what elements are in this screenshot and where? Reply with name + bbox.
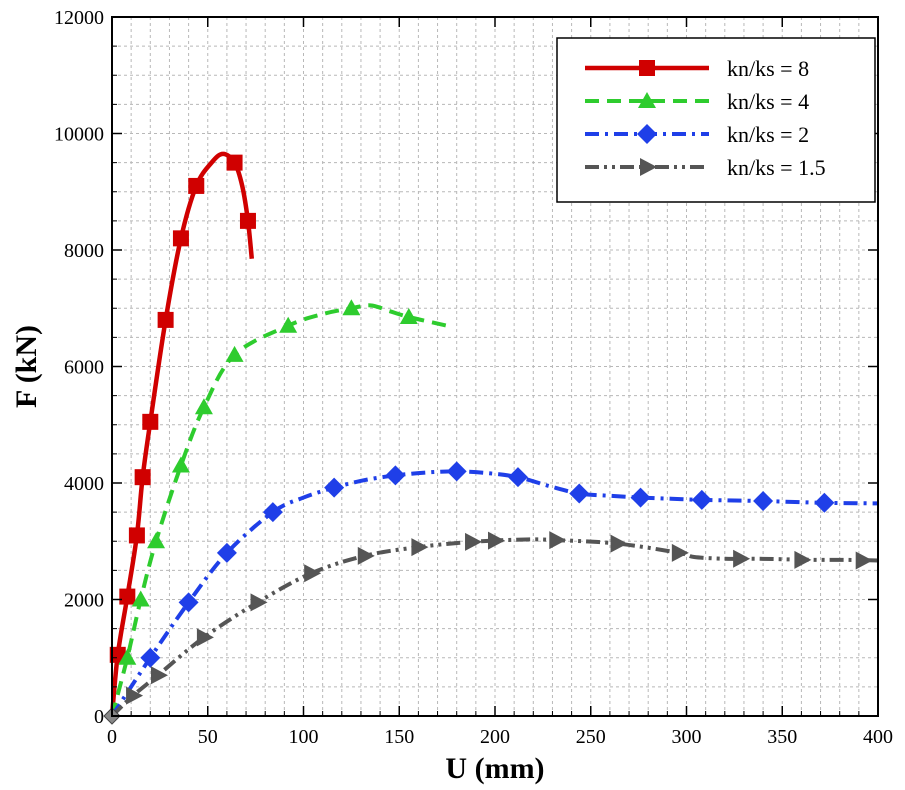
data-point: [140, 647, 161, 668]
data-point: [150, 666, 168, 685]
series-3: [103, 531, 879, 725]
data-point: [411, 538, 429, 557]
data-point: [196, 628, 214, 647]
data-point: [549, 531, 567, 550]
series-line: [109, 151, 255, 717]
y-tick-label: 6000: [64, 357, 104, 379]
data-point: [131, 590, 150, 607]
legend-swatch-marker: [637, 124, 657, 144]
data-point: [488, 531, 505, 550]
x-tick-label: 250: [576, 726, 606, 748]
data-point: [507, 467, 528, 488]
x-tick-label: 350: [767, 726, 797, 748]
legend-entry-2: kn/ks = 2: [585, 122, 809, 147]
series-2: [110, 461, 879, 718]
data-point: [171, 456, 190, 473]
legend-label: kn/ks = 1.5: [727, 155, 826, 180]
y-tick-label: 4000: [64, 473, 104, 495]
y-tick-label: 10000: [54, 124, 104, 146]
series-line: [110, 469, 879, 718]
legend-label: kn/ks = 4: [727, 89, 809, 114]
y-tick-label: 0: [94, 706, 104, 728]
grid: [112, 17, 878, 716]
data-point: [324, 477, 345, 498]
data-point: [262, 502, 283, 523]
series-1: [110, 299, 448, 717]
data-point: [188, 177, 205, 194]
data-point: [342, 299, 361, 316]
legend-box: [556, 37, 876, 203]
data-point: [465, 532, 483, 551]
data-point: [855, 551, 873, 570]
x-tick-label: 300: [672, 726, 702, 748]
data-point: [226, 154, 243, 171]
series-0: [109, 151, 256, 717]
legend-swatch-marker: [639, 60, 655, 76]
legend-entry-0: kn/ks = 8: [585, 56, 809, 81]
legend: kn/ks = 8 kn/ks = 4 kn/ks = 2 kn/ks = 1.5: [556, 37, 876, 203]
legend-label: kn/ks = 8: [727, 56, 809, 81]
data-point: [357, 546, 375, 565]
data-point: [142, 413, 159, 430]
data-point: [733, 549, 751, 568]
x-tick-label: 200: [480, 726, 510, 748]
y-tick-label: 12000: [54, 7, 104, 29]
legend-entry-3: kn/ks = 1.5: [585, 155, 826, 180]
data-point: [239, 212, 256, 229]
data-point: [216, 542, 237, 563]
data-point: [814, 492, 835, 513]
y-axis-title: F (kN): [10, 325, 43, 408]
legend-swatch-marker: [640, 158, 657, 176]
legend-entry-1: kn/ks = 4: [585, 89, 809, 114]
data-point: [569, 483, 590, 504]
data-point: [630, 487, 651, 508]
data-point: [172, 230, 189, 247]
legend-label: kn/ks = 2: [727, 122, 809, 147]
x-tick-label: 100: [289, 726, 319, 748]
data-point: [157, 311, 174, 328]
data-point: [304, 564, 322, 583]
data-point: [446, 461, 467, 482]
data-point: [126, 686, 144, 705]
data-point: [250, 593, 268, 612]
legend-swatch-marker: [638, 92, 656, 108]
data-point: [385, 465, 406, 486]
x-tick-label: 0: [107, 726, 117, 748]
data-point: [134, 469, 151, 486]
data-point: [753, 491, 774, 512]
data-point: [178, 592, 199, 613]
data-point: [128, 527, 145, 544]
series-line: [110, 537, 879, 718]
data-point: [671, 543, 689, 562]
y-tick-label: 8000: [64, 240, 104, 262]
x-axis-title: U (mm): [445, 752, 544, 785]
data-point: [610, 534, 628, 553]
data-point: [119, 588, 136, 605]
data-point: [118, 648, 137, 665]
x-tick-label: 50: [198, 726, 218, 748]
y-tick-label: 2000: [64, 590, 104, 612]
data-point: [279, 316, 298, 333]
data-point: [225, 345, 244, 362]
series-group: [103, 151, 879, 725]
x-tick-label: 150: [384, 726, 414, 748]
axis-ticks: 0 50 100 150 200 250 300 350 4000200040006000800…: [54, 7, 893, 748]
data-point: [194, 398, 213, 415]
data-point: [691, 489, 712, 510]
data-point: [399, 307, 418, 324]
data-point: [147, 532, 166, 549]
x-tick-label: 400: [863, 726, 893, 748]
data-point: [794, 550, 812, 569]
